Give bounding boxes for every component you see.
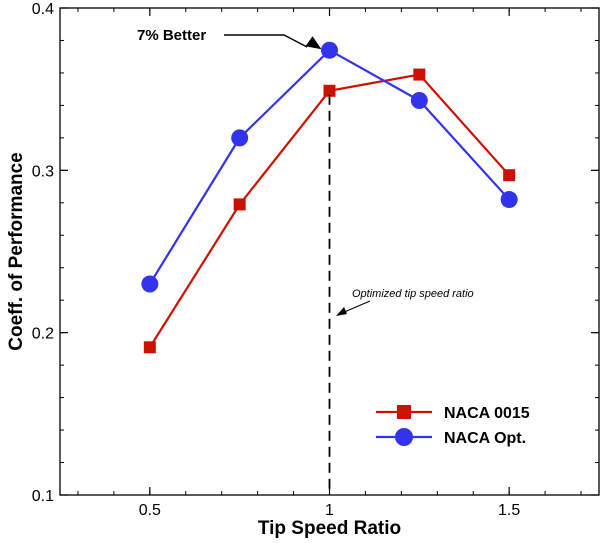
data-point-square [413, 68, 426, 81]
x-tick-label: 0.5 [139, 502, 161, 519]
optimized-arrow-head [336, 307, 347, 316]
optimized-annotation-label: Optimized tip speed ratio [352, 288, 474, 300]
data-point-circle [410, 92, 428, 110]
y-tick-label: 0.1 [32, 488, 54, 505]
optimized-arrow-line [341, 300, 371, 314]
data-point-circle [231, 129, 249, 147]
x-axis-title: Tip Speed Ratio [258, 518, 401, 539]
legend-marker-square [397, 405, 411, 419]
data-point-circle [500, 191, 518, 209]
x-tick-label: 1 [325, 502, 334, 519]
data-point-square [503, 169, 516, 182]
data-point-square [143, 341, 156, 354]
series [141, 41, 518, 354]
data-point-circle [321, 41, 338, 59]
legend: NACA 0015 NACA Opt. [376, 405, 530, 447]
data-point-square [323, 84, 336, 97]
x-tick-label: 1.5 [498, 502, 520, 519]
y-axis-title: Coeff. of Performance [6, 152, 27, 350]
legend-marker-circle [395, 428, 413, 446]
data-point-square [233, 198, 246, 211]
axes: 0.1 0.2 0.3 0.4 0.5 1 1.5 Tip Speed Ratio Coeff.… [6, 1, 599, 539]
better-arrow-head [305, 36, 322, 50]
y-tick-label: 0.2 [32, 326, 54, 343]
y-tick-label: 0.3 [32, 163, 54, 180]
better-arrow-line [224, 34, 308, 48]
legend-label: NACA Opt. [444, 430, 526, 447]
better-annotation-label: 7% Better [137, 27, 206, 44]
y-tick-label: 0.4 [32, 1, 54, 18]
annotations: 7% Better Optimized tip speed ratio [137, 27, 474, 495]
legend-label: NACA 0015 [444, 405, 530, 422]
data-point-circle [141, 275, 159, 293]
